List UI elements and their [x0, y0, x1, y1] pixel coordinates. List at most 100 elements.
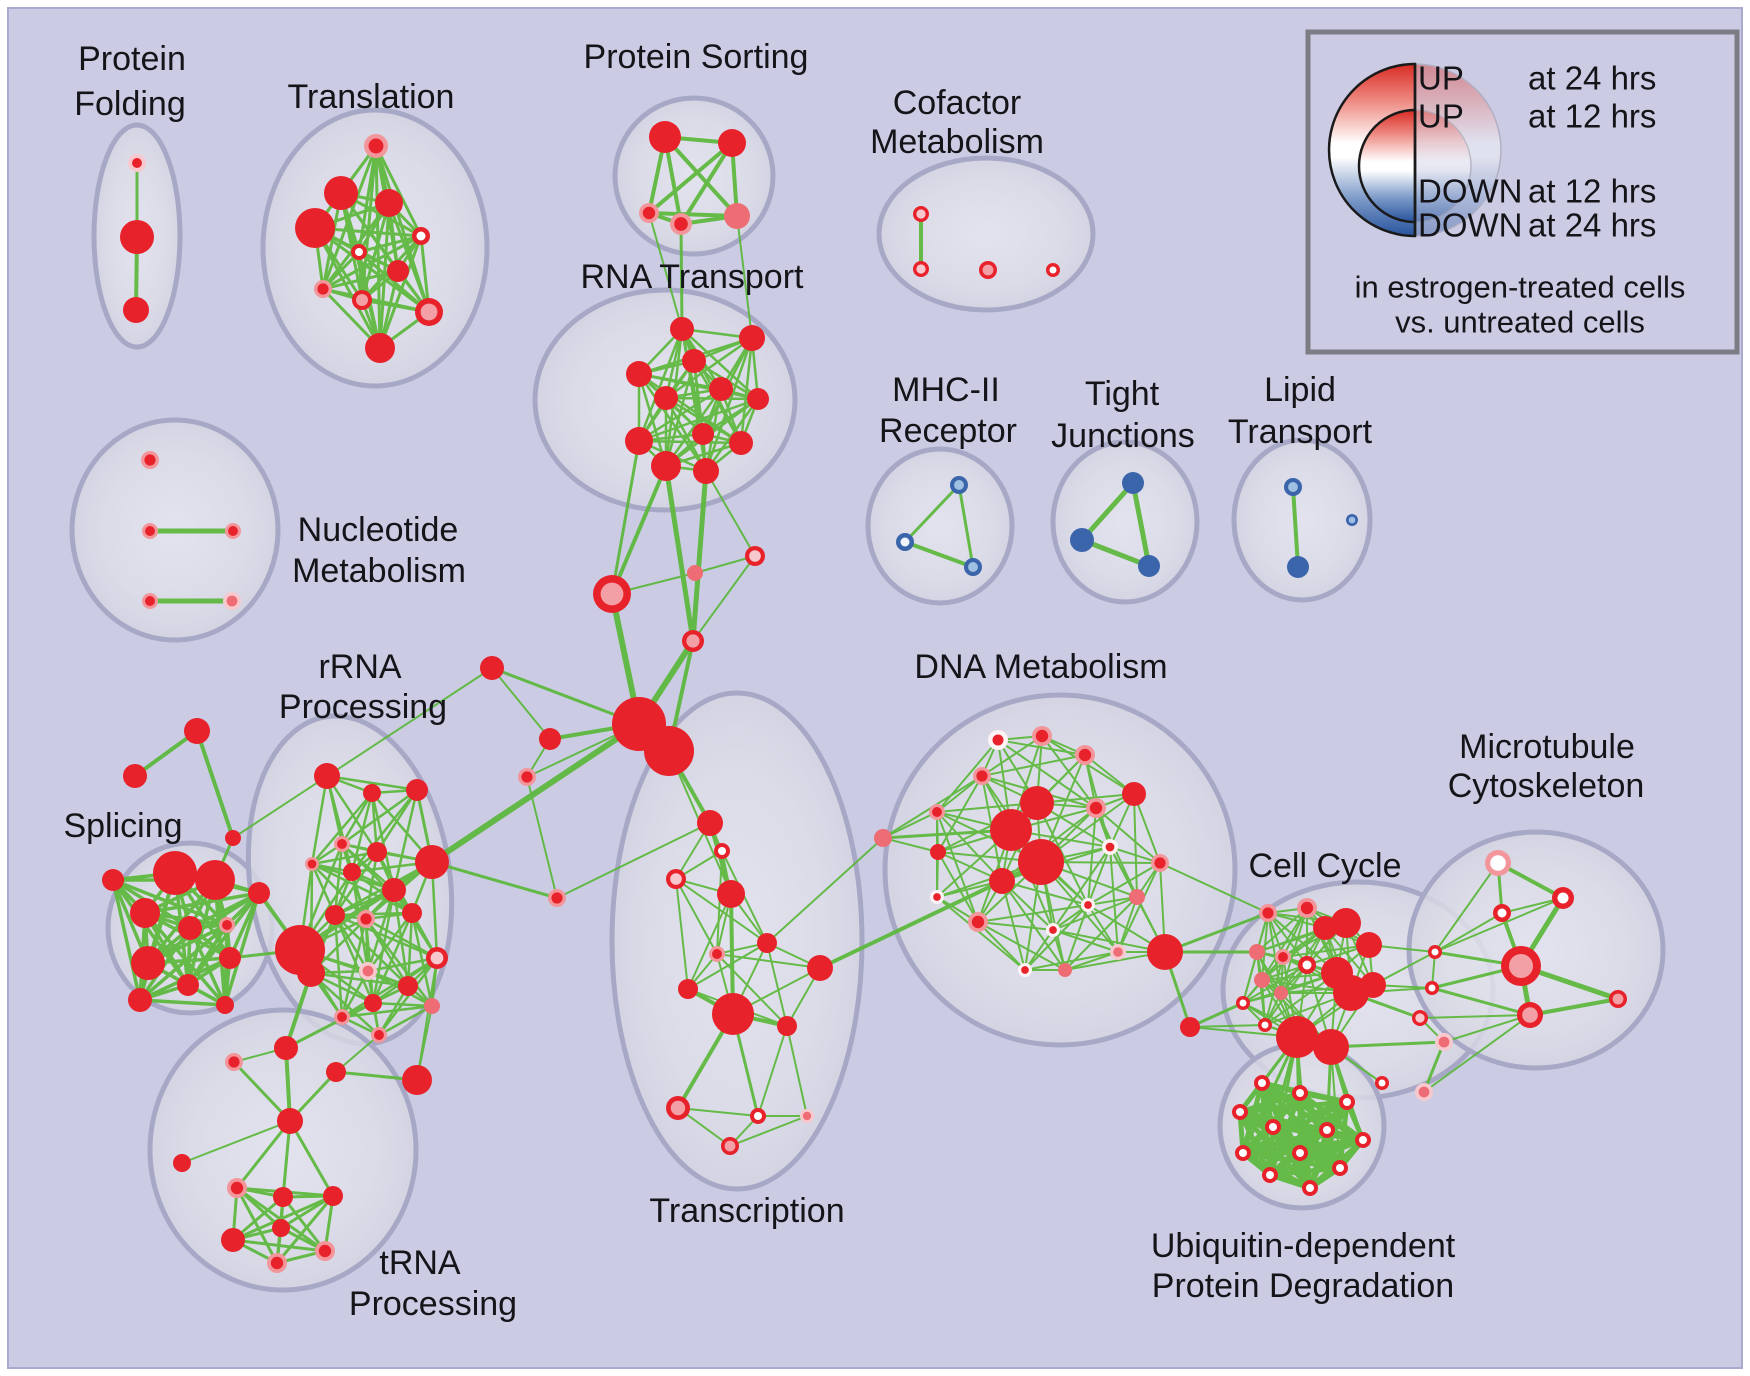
network-node-core-tc2	[228, 1056, 240, 1068]
network-edge	[340, 788, 419, 846]
network-node-dm10	[1018, 839, 1064, 885]
network-node-core-dm11	[1105, 842, 1115, 852]
network-edge	[977, 921, 1054, 931]
network-edge	[936, 811, 1003, 882]
network-node-core-mt2	[1557, 892, 1569, 904]
network-edge	[690, 468, 709, 644]
network-edge	[333, 842, 344, 917]
network-node-core-tx2	[718, 847, 726, 855]
network-edge	[1330, 1046, 1341, 1169]
network-node-core-dm12	[1154, 857, 1166, 869]
network-edge	[1052, 929, 1166, 953]
network-edge	[647, 211, 739, 218]
network-edge	[716, 953, 788, 1027]
network-edge	[757, 1025, 788, 1117]
network-edge	[664, 387, 723, 468]
network-edge	[1095, 807, 1161, 864]
cluster-label-microtubule-cytoskeleton: Microtubule	[1459, 728, 1635, 766]
network-edge	[1430, 986, 1532, 1017]
network-node-core-rr4	[337, 839, 347, 849]
network-node-core-cf2	[916, 264, 926, 274]
network-node-sp8	[219, 947, 241, 969]
cluster-label-protein-folding: Protein	[78, 40, 186, 78]
network-edge	[664, 396, 743, 445]
network-edge	[111, 878, 142, 1002]
network-node-tn7	[272, 1219, 290, 1237]
network-edge	[977, 921, 1026, 971]
network-edge	[340, 956, 439, 1019]
network-node-core-ps4	[674, 217, 688, 231]
network-edge	[275, 1194, 335, 1265]
network-node-bx1	[1180, 1017, 1200, 1037]
network-edge	[937, 775, 983, 853]
network-node-rt2	[739, 325, 765, 351]
network-edge	[679, 141, 734, 226]
network-edge	[1064, 951, 1119, 971]
network-edge	[936, 896, 1026, 971]
legend-time-label: at 12 hrs	[1528, 98, 1656, 135]
network-edge	[882, 837, 939, 853]
network-edge	[1268, 1035, 1299, 1177]
network-node-core-cb1	[1431, 948, 1439, 956]
network-node-core-dm15	[933, 893, 941, 901]
network-node-core-tr8	[317, 283, 329, 295]
cluster-label-ubiquitin-degradation: Protein Degradation	[1152, 1267, 1454, 1305]
network-edge	[1443, 1014, 1531, 1043]
network-node-core-ub1	[1258, 1079, 1266, 1087]
network-node-core-cc8	[1302, 960, 1312, 970]
network-node-core-dm19	[1049, 926, 1057, 934]
network-edge	[325, 774, 354, 874]
network-node-core-mt4	[1509, 954, 1533, 978]
network-node-core-rr13	[362, 965, 374, 977]
network-node-hb2	[644, 726, 694, 776]
network-node-dm9	[990, 809, 1032, 851]
network-edge	[729, 1115, 808, 1147]
network-node-rt4	[626, 361, 652, 387]
cluster-label-cell-cycle: Cell Cycle	[1248, 847, 1401, 885]
network-edge	[997, 739, 1097, 809]
network-edge	[340, 1004, 434, 1019]
network-edge	[333, 911, 414, 917]
network-edge	[1001, 880, 1066, 971]
network-node-sp2	[195, 860, 235, 900]
network-node-tj3	[1138, 555, 1160, 577]
network-edge	[664, 396, 708, 473]
network-node-tr4	[295, 208, 335, 248]
network-node-rr7	[367, 842, 387, 862]
network-edge	[637, 327, 684, 443]
network-node-dm13	[930, 844, 946, 860]
network-edge	[284, 1001, 375, 1050]
network-edge	[410, 911, 434, 1008]
network-edge	[1528, 997, 1620, 1017]
network-edge	[1087, 862, 1161, 906]
network-edge	[1117, 862, 1161, 953]
network-edge	[325, 774, 379, 854]
network-node-sp11	[216, 996, 234, 1014]
network-node-core-nm1	[144, 454, 156, 466]
network-edge	[556, 822, 711, 899]
network-edge	[1189, 1024, 1266, 1028]
network-edge	[1064, 896, 1138, 971]
cluster-label-tight-junctions: Junctions	[1051, 417, 1195, 455]
network-node-core-nm3	[228, 526, 238, 536]
network-edge	[766, 942, 788, 1027]
network-edge	[705, 470, 756, 557]
network-edge	[1024, 929, 1054, 971]
network-edge	[195, 729, 235, 840]
network-edge	[364, 917, 434, 1008]
cluster-label-cofactor-metabolism: Metabolism	[870, 123, 1044, 161]
network-edge	[325, 774, 419, 792]
network-node-rr6	[343, 863, 361, 881]
network-edge	[637, 372, 708, 473]
cluster-ellipse-trna-processing	[147, 1007, 419, 1293]
network-node-core-cc1	[1262, 907, 1274, 919]
network-edge	[387, 201, 431, 314]
network-edge	[310, 774, 329, 866]
network-node-core-tr1	[368, 138, 384, 154]
network-edge	[313, 226, 382, 350]
network-node-core-tx11	[670, 1100, 686, 1116]
network-node-core-ub12	[1306, 1184, 1314, 1192]
cluster-label-microtubule-cytoskeleton: Cytoskeleton	[1448, 767, 1645, 805]
network-edge	[766, 837, 884, 944]
legend-state-label: UP	[1418, 60, 1464, 97]
